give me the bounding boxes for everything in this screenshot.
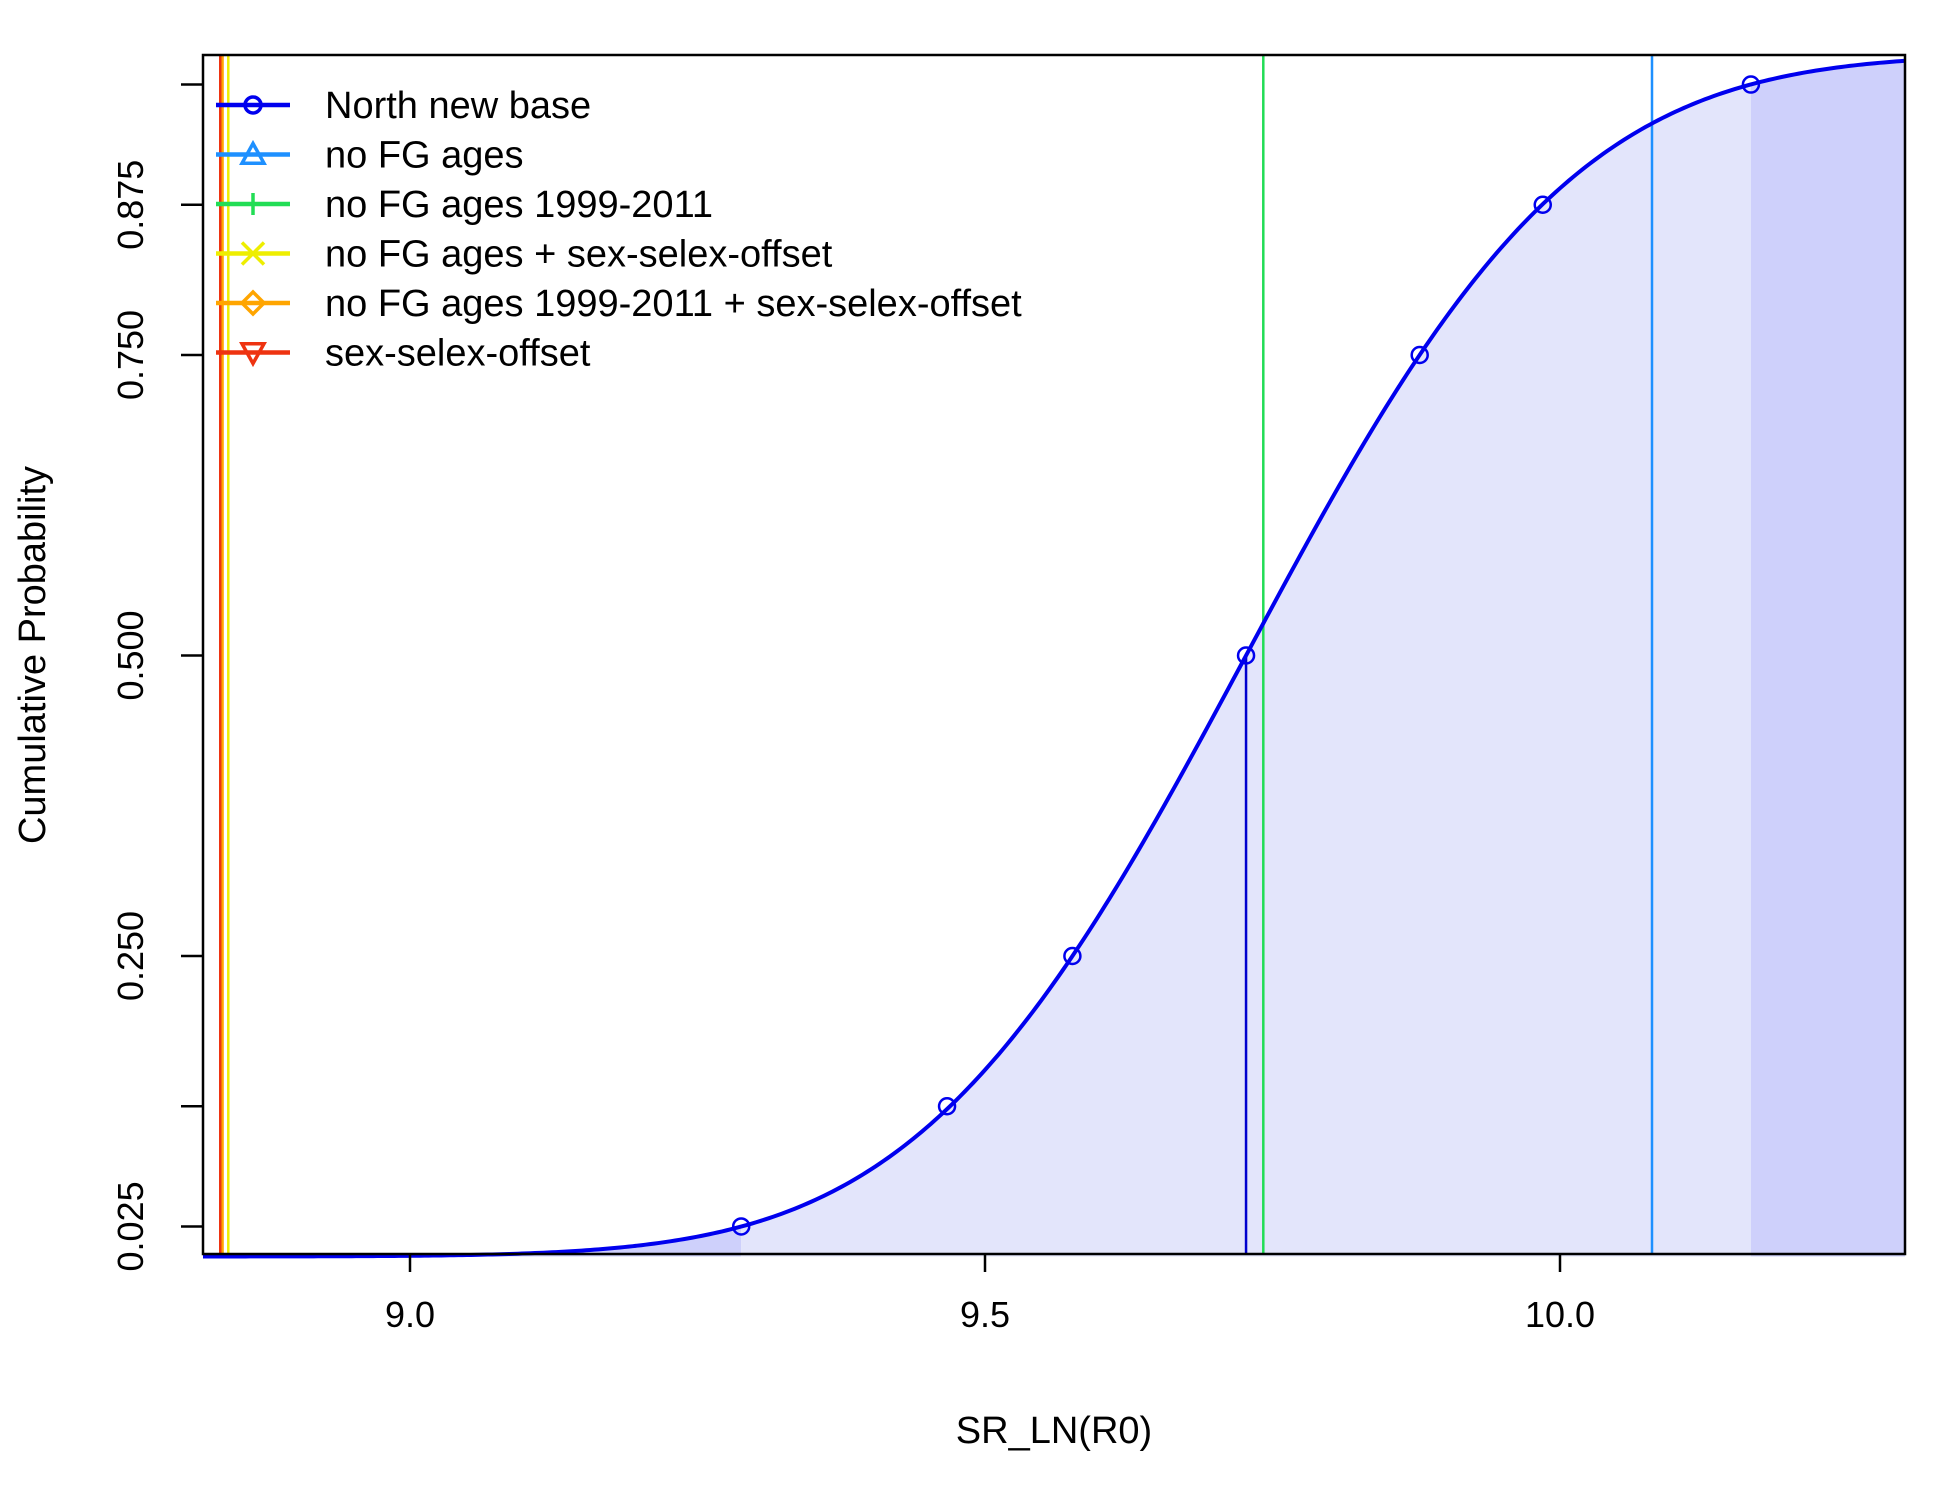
x-tick-label-1: 9.0: [385, 1294, 435, 1335]
legend-marker-1: [243, 95, 263, 115]
legend-label-2: no FG ages: [325, 135, 524, 177]
y-axis-title: Cumulative Probability: [12, 466, 54, 844]
legend-label-1: North new base: [325, 85, 591, 127]
legend-marker-5: [239, 289, 267, 317]
quantile-point-3: [1063, 946, 1082, 966]
legend-item-3: no FG ages 1999-2011: [216, 184, 713, 226]
quantile-point-2: [937, 1097, 957, 1116]
axes-layer: 9.0 9.5 10.0 0.025 0.250 0.500 0.750 0.875: [110, 53, 1907, 1335]
legend-item-2: no FG ages: [216, 135, 524, 177]
legend-marker-3: [242, 193, 264, 215]
y-tick-label-5: 0.750: [110, 310, 151, 400]
quantile-point-6: [1533, 195, 1552, 214]
y-tick-label-6: 0.875: [110, 160, 151, 250]
quantile-point-7: [1741, 75, 1761, 94]
y-tick-label-3: 0.250: [110, 911, 151, 1001]
quantile-point-4: [1236, 646, 1256, 665]
legend-label-5: no FG ages 1999-2011 + sex-selex-offset: [325, 283, 1022, 325]
legend-marker-4: [240, 241, 266, 266]
quantile-point-1: [731, 1217, 751, 1236]
x-tick-label-2: 9.5: [960, 1294, 1010, 1335]
y-tick-label-1: 0.025: [110, 1181, 151, 1271]
upper-tail-fill: [1750, 60, 1905, 1257]
legend-item-6: sex-selex-offset: [216, 333, 591, 375]
legend-label-6: sex-selex-offset: [325, 333, 591, 375]
legend-item-4: no FG ages + sex-selex-offset: [216, 234, 833, 276]
legend-item-5: no FG ages 1999-2011 + sex-selex-offset: [216, 283, 1022, 325]
legend-item-1: North new base: [216, 85, 591, 127]
legend-marker-6: [239, 341, 267, 368]
legend: North new base no FG ages no FG ages 1999-…: [216, 85, 1022, 375]
y-tick-label-4: 0.500: [110, 610, 151, 700]
legend-label-4: no FG ages + sex-selex-offset: [325, 234, 833, 276]
legend-label-3: no FG ages 1999-2011: [325, 184, 713, 226]
quantile-point-5: [1410, 345, 1429, 365]
x-tick-label-3: 10.0: [1525, 1294, 1595, 1335]
x-axis-title: SR_LN(R0): [956, 1410, 1152, 1452]
legend-marker-2: [239, 139, 267, 166]
